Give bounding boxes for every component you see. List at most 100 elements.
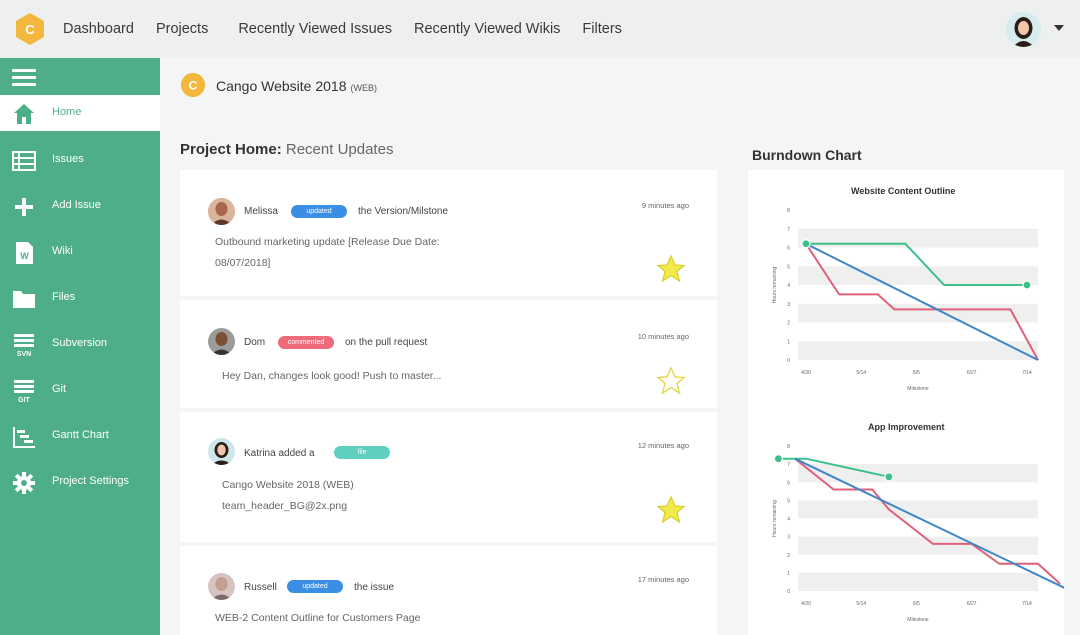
series-point xyxy=(1022,280,1032,290)
section-title: Project Home: Recent Updates xyxy=(180,141,393,158)
burndown-chart-website: 0 1 2 3 4 5 6 7 8 4/30 5/14 6/5 6/27 7/14 Milestone Hou… xyxy=(772,208,1039,392)
sidebar-item-label: Project Settings xyxy=(52,475,130,487)
wiki-icon: W xyxy=(16,242,33,264)
grid-band xyxy=(798,341,1038,360)
update-user[interactable]: Melissa xyxy=(244,206,278,217)
x-axis-label: Milestone xyxy=(907,617,929,623)
update-user[interactable]: Russell xyxy=(244,582,277,593)
x-axis-label: Milestone xyxy=(907,386,929,392)
update-body: Cango Website 2018 (WEB) team_header_BG@… xyxy=(222,479,354,512)
svg-text:C: C xyxy=(189,79,198,93)
sidebar-item-issues[interactable]: Issues xyxy=(0,142,160,178)
update-body: WEB-2 Content Outline for Customers Page xyxy=(215,612,421,624)
y-tick-label: 2 xyxy=(787,553,790,559)
y-tick-label: 2 xyxy=(787,321,790,327)
sidebar-item-label: Files xyxy=(52,291,76,303)
series-point xyxy=(884,472,894,482)
project-title[interactable]: Cango Website 2018 (WEB) xyxy=(216,78,377,94)
y-axis-label: Hours remaining xyxy=(772,500,778,537)
y-tick-label: 6 xyxy=(787,246,790,252)
avatar xyxy=(208,328,235,355)
top-navbar: C Dashboard Projects Recently Viewed Iss… xyxy=(0,0,1080,58)
sidebar: Home Issues Add Issue W Wiki Files xyxy=(0,58,160,635)
status-badge: updated xyxy=(287,580,343,593)
update-time: 12 minutes ago xyxy=(637,441,689,450)
sidebar-item-label: Add Issue xyxy=(52,199,101,211)
sidebar-item-gantt-chart[interactable]: Gantt Chart xyxy=(0,418,160,454)
sidebar-item-git[interactable]: GIT Git xyxy=(0,372,160,408)
nav-dashboard[interactable]: Dashboard xyxy=(63,21,134,37)
update-card[interactable]: Melissa updated the Version/Milstone 9 m… xyxy=(180,170,717,296)
sidebar-item-label: Subversion xyxy=(52,337,108,349)
update-card[interactable]: Dom commented on the pull request 10 min… xyxy=(180,300,717,408)
update-action: the issue xyxy=(354,582,395,593)
grid-band xyxy=(798,536,1038,555)
section-title-bold: Project Home: xyxy=(180,141,282,158)
plus-icon xyxy=(15,198,33,216)
x-tick-label: 6/5 xyxy=(913,370,920,376)
star-filled-icon[interactable] xyxy=(656,495,686,525)
y-tick-label: 4 xyxy=(787,283,790,289)
nav-filters[interactable]: Filters xyxy=(582,21,622,37)
nav-recently-viewed-wikis[interactable]: Recently Viewed Wikis xyxy=(414,21,561,37)
y-tick-label: 3 xyxy=(787,302,790,308)
project-name: Cango Website 2018 xyxy=(216,78,347,94)
y-axis-label: Hours remaining xyxy=(772,266,778,303)
series-point xyxy=(801,239,811,249)
y-tick-label: 5 xyxy=(787,264,790,270)
update-user[interactable]: Dom xyxy=(244,337,266,348)
nav-recently-viewed-issues[interactable]: Recently Viewed Issues xyxy=(238,21,393,37)
chevron-down-icon[interactable] xyxy=(1054,25,1064,31)
y-tick-label: 0 xyxy=(787,589,790,595)
sidebar-item-home[interactable]: Home xyxy=(0,95,160,131)
sidebar-item-files[interactable]: Files xyxy=(0,280,160,316)
sidebar-item-project-settings[interactable]: Project Settings xyxy=(0,464,160,500)
avatar xyxy=(208,198,235,225)
series-line xyxy=(806,242,1027,286)
x-tick-label: 6/5 xyxy=(913,601,920,607)
grid-band xyxy=(798,572,1038,591)
sidebar-item-label: Git xyxy=(52,383,67,395)
status-badge: updated xyxy=(291,205,347,218)
sidebar-item-subversion[interactable]: SVN Subversion xyxy=(0,326,160,362)
section-title-rest: Recent Updates xyxy=(285,141,394,158)
x-tick-label: 6/27 xyxy=(967,601,977,607)
app-logo-icon[interactable]: C xyxy=(14,12,46,46)
sidebar-item-wiki[interactable]: W Wiki xyxy=(0,234,160,270)
gear-icon xyxy=(13,472,35,494)
grid-band xyxy=(798,464,1038,483)
y-tick-label: 6 xyxy=(787,480,790,486)
project-key: (WEB) xyxy=(350,83,378,93)
series-line xyxy=(805,242,1039,361)
update-user[interactable]: Katrina added a xyxy=(244,448,315,459)
update-action: the Version/Milstone xyxy=(358,206,449,217)
series-line xyxy=(778,457,890,478)
nav-projects[interactable]: Projects xyxy=(155,21,209,37)
star-filled-icon[interactable] xyxy=(656,254,686,284)
y-tick-label: 8 xyxy=(787,444,790,450)
y-tick-label: 3 xyxy=(787,535,790,541)
update-time: 17 minutes ago xyxy=(637,575,689,584)
x-tick-label: 5/14 xyxy=(856,370,866,376)
sidebar-item-label: Gantt Chart xyxy=(52,429,109,441)
update-card[interactable]: Russell updated the issue 17 minutes ago… xyxy=(180,546,717,635)
star-outline-icon[interactable] xyxy=(656,366,686,396)
x-tick-label: 7/14 xyxy=(1022,601,1032,607)
folder-icon xyxy=(13,291,35,308)
update-time: 10 minutes ago xyxy=(637,332,689,341)
update-card[interactable]: Katrina added a file 12 minutes ago Cang… xyxy=(180,412,717,542)
x-tick-label: 4/30 xyxy=(801,601,811,607)
update-action: on the pull request xyxy=(345,337,428,348)
user-avatar[interactable] xyxy=(1006,12,1041,47)
sidebar-item-label: Wiki xyxy=(52,245,73,257)
y-tick-label: 0 xyxy=(787,358,790,364)
update-body: Outbound marketing update [Release Due D… xyxy=(215,236,440,269)
user-avatar-image xyxy=(1006,12,1041,47)
svg-text:GIT: GIT xyxy=(18,397,30,404)
git-icon: GIT xyxy=(14,380,34,404)
hamburger-menu-icon[interactable] xyxy=(12,69,36,87)
y-tick-label: 1 xyxy=(787,571,790,577)
sidebar-item-add-issue[interactable]: Add Issue xyxy=(0,188,160,224)
y-tick-label: 5 xyxy=(787,498,790,504)
x-tick-label: 4/30 xyxy=(801,370,811,376)
